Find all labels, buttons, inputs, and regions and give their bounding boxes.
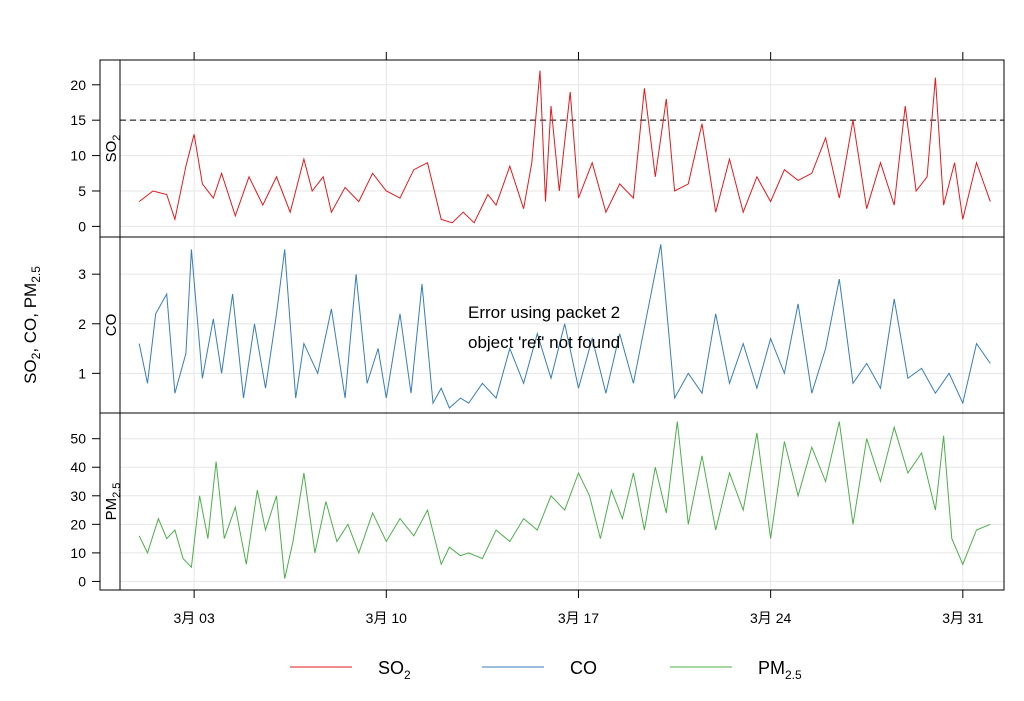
legend-label-subscript: 2 [404,668,411,682]
error-message-line-2: object 'ref' not found [468,333,620,352]
y-axis-label: SO2, CO, PM2.5 [21,266,43,384]
legend-label-subscript: 2.5 [785,668,802,682]
y-tick-label: 10 [70,148,86,164]
strip-label: PM2.5 [103,483,123,521]
y-tick-label: 1 [78,365,86,381]
panel-so2: 0 5 10 15 20 [70,70,1004,234]
y-tick-label: 3 [78,266,86,282]
legend-label-text: SO [378,658,404,678]
y-tick-label: 15 [70,112,86,128]
grid-layer [120,60,1004,590]
strip-label: SO2 [103,135,123,163]
panel-co: 1 2 3 [78,244,991,409]
strip-label-text: PM [103,498,120,521]
x-tick-label: 3月 17 [558,610,599,626]
legend-label: PM2.5 [758,658,802,682]
y-tick-label: 10 [70,545,86,561]
x-axis: 3月 03 3月 10 3月 17 3月 24 3月 31 [173,590,984,626]
error-message-line-1: Error using packet 2 [468,303,620,322]
y-tick-label: 20 [70,77,86,93]
strip-label-subscript: 2 [111,135,123,141]
x-tick-label: 3月 10 [366,610,407,626]
strip-label: CO [103,314,120,337]
y-tick-label: 0 [78,573,86,589]
legend-label: SO2 [378,658,411,682]
x-tick-label: 3月 03 [173,610,214,626]
y-tick-label: 0 [78,218,86,234]
y-tick-label: 40 [70,459,86,475]
x-tick-label: 3月 31 [942,610,983,626]
y-tick-label: 50 [70,431,86,447]
legend: SO2 CO PM2.5 [290,658,802,682]
series-line [138,70,991,224]
strip-label-text: SO [103,141,120,163]
y-tick-label: 5 [78,183,86,199]
plot-frame [99,59,1005,591]
x-tick-label: 3月 24 [750,610,791,626]
y-tick-label: 20 [70,516,86,532]
strip-label-text: CO [103,314,120,337]
legend-label-text: CO [570,658,597,678]
top-axis-ticks [193,52,964,60]
strip-label-subscript: 2.5 [111,483,123,498]
y-tick-label: 30 [70,488,86,504]
series-line [138,244,991,409]
strip-labels: SO2 CO PM2.5 [103,135,123,521]
legend-label-text: PM [758,658,785,678]
legend-label: CO [570,658,597,678]
series-line [138,421,991,579]
panel-pm25: 0 10 20 30 40 50 [70,421,991,589]
y-tick-label: 2 [78,316,86,332]
